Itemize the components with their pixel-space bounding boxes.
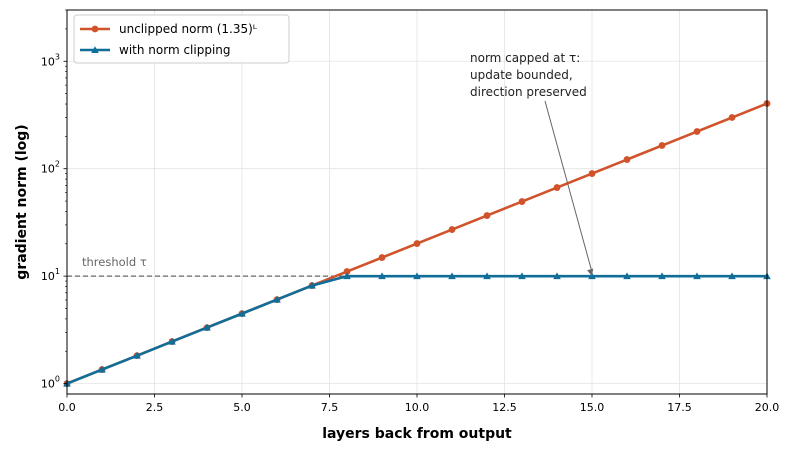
axis-ticks: 0.0 2.5 5.0 7.5 10.0 12.5 15.0 17.5 20.0 100 101 10…	[41, 9, 780, 414]
y-axis-title: gradient norm (log)	[14, 124, 30, 279]
threshold-group: threshold τ	[67, 255, 767, 277]
data-point	[448, 272, 456, 280]
x-tick-label: 20.0	[755, 401, 780, 414]
data-point	[273, 295, 281, 303]
y-tick-label: 103	[41, 52, 60, 68]
data-point	[623, 156, 631, 163]
data-point	[483, 212, 491, 219]
data-point	[518, 198, 526, 205]
data-point	[343, 268, 351, 275]
data-point	[413, 272, 421, 280]
data-point	[518, 272, 526, 280]
data-point	[623, 272, 631, 280]
data-point	[133, 351, 141, 359]
data-point	[343, 272, 351, 280]
data-point	[238, 309, 246, 317]
legend-label: with norm clipping	[119, 43, 231, 57]
legend-box	[73, 14, 290, 64]
y-tick-label: 100	[41, 375, 60, 391]
series-group	[63, 100, 771, 387]
x-tick-label: 2.5	[146, 401, 164, 414]
x-tick-label: 12.5	[492, 401, 517, 414]
x-tick-label: 7.5	[321, 401, 339, 414]
legend-marker	[91, 25, 99, 33]
data-point	[308, 281, 316, 289]
threshold-label: threshold τ	[82, 255, 147, 269]
data-point	[658, 142, 666, 149]
x-tick-label: 15.0	[580, 401, 605, 414]
data-point	[203, 323, 211, 331]
annotation-group: norm capped at τ: update bounded, directio…	[470, 51, 594, 277]
x-tick-label: 17.5	[667, 401, 692, 414]
x-axis-title: layers back from output	[322, 426, 512, 442]
data-point	[693, 128, 701, 135]
data-point	[588, 170, 596, 177]
x-tick-label: 0.0	[58, 401, 76, 414]
y-tick-label: 102	[41, 160, 60, 176]
legend-label: unclipped norm (1.35)ᴸ	[119, 22, 258, 36]
x-tick-label: 10.0	[405, 401, 430, 414]
annotation-text: norm capped at τ: update bounded, directio…	[470, 51, 587, 99]
legend-marker	[91, 46, 99, 54]
data-point	[448, 226, 456, 233]
data-point	[378, 272, 386, 280]
data-point	[728, 114, 736, 121]
data-point	[553, 272, 561, 280]
data-point	[658, 272, 666, 280]
grid-lines	[66, 10, 768, 394]
data-point	[168, 337, 176, 345]
data-point	[378, 254, 386, 261]
data-point	[728, 272, 736, 280]
data-point	[413, 240, 421, 247]
y-tick-label: 101	[41, 267, 60, 283]
data-point	[553, 184, 561, 191]
legend: unclipped norm (1.35)ᴸ with norm clipping	[73, 14, 290, 64]
annotation-arrowhead	[587, 268, 594, 277]
annotation-arrow	[544, 100, 593, 273]
data-point	[98, 365, 106, 373]
x-tick-label: 5.0	[233, 401, 251, 414]
data-point	[693, 272, 701, 280]
data-point	[483, 272, 491, 280]
